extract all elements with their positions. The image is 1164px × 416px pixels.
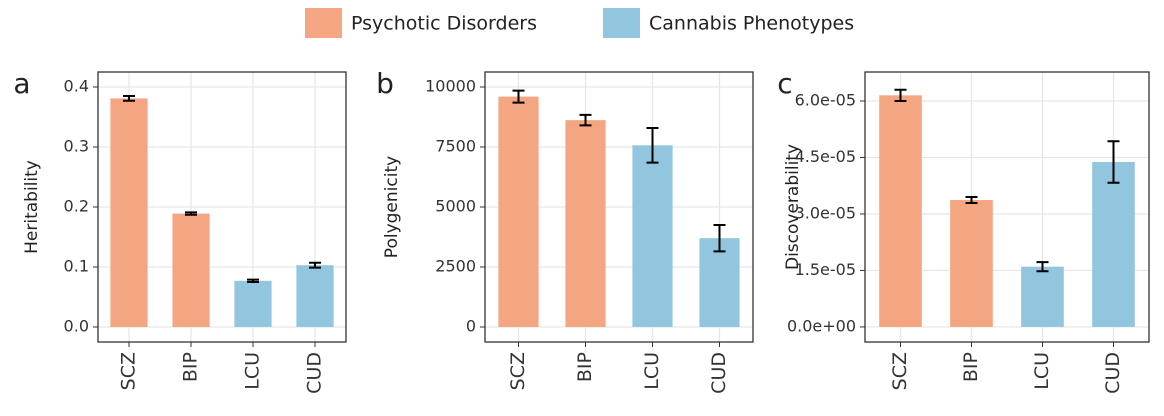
bar bbox=[1021, 266, 1064, 327]
x-tick-label: BIP bbox=[180, 352, 202, 382]
bar bbox=[565, 120, 606, 328]
y-tick-label: 2500 bbox=[435, 257, 476, 276]
y-tick-label: 4.5e-05 bbox=[795, 147, 856, 166]
error-bar bbox=[713, 224, 726, 253]
legend-label: Psychotic Disorders bbox=[351, 13, 537, 35]
x-tick-label: CUD bbox=[1102, 352, 1124, 394]
error-bar bbox=[309, 261, 321, 269]
error-bar bbox=[579, 113, 592, 127]
y-tick-label: 3.0e-05 bbox=[795, 203, 856, 222]
panel-border bbox=[864, 71, 1150, 343]
legend-label: Cannabis Phenotypes bbox=[649, 13, 854, 35]
panel-label: b bbox=[376, 67, 394, 100]
x-tick-label: SCZ bbox=[507, 352, 529, 390]
legend-swatch bbox=[603, 8, 640, 38]
bar bbox=[950, 200, 993, 327]
error-bar bbox=[512, 89, 525, 104]
bar bbox=[632, 145, 673, 327]
y-tick-label: 10000 bbox=[425, 77, 476, 96]
x-tick-label: BIP bbox=[960, 352, 982, 382]
y-tick-label: 0 bbox=[466, 317, 476, 336]
bar bbox=[110, 98, 148, 328]
x-tick-label: CUD bbox=[304, 352, 326, 394]
y-tick-label: 6.0e-05 bbox=[795, 90, 856, 109]
bar bbox=[879, 95, 922, 327]
panel-border bbox=[484, 71, 754, 343]
y-tick-label: 0.1 bbox=[64, 257, 89, 276]
bar bbox=[699, 238, 740, 327]
x-tick-label: BIP bbox=[574, 352, 596, 382]
y-tick-label: 0.2 bbox=[64, 197, 89, 216]
bar bbox=[172, 213, 210, 327]
error-bar bbox=[894, 88, 907, 102]
error-bar bbox=[646, 127, 659, 164]
x-tick-label: LCU bbox=[641, 352, 663, 390]
bar bbox=[498, 96, 539, 327]
error-bar bbox=[185, 211, 197, 216]
x-tick-label: CUD bbox=[708, 352, 730, 394]
error-bar bbox=[1036, 261, 1049, 273]
y-tick-label: 0.0e+00 bbox=[787, 316, 856, 335]
x-tick-label: SCZ bbox=[889, 352, 911, 390]
y-tick-label: 7500 bbox=[435, 137, 476, 156]
bar bbox=[234, 280, 272, 327]
y-axis-label: Polygenicity bbox=[382, 156, 402, 258]
x-tick-label: LCU bbox=[1031, 352, 1053, 390]
panel-label: c bbox=[777, 67, 792, 100]
x-tick-label: SCZ bbox=[118, 352, 140, 390]
y-tick-label: 0.0 bbox=[64, 317, 89, 336]
panel-label: a bbox=[13, 67, 30, 100]
error-bar bbox=[247, 278, 259, 283]
error-bar bbox=[965, 196, 978, 205]
y-tick-label: 0.4 bbox=[64, 77, 89, 96]
bar bbox=[296, 265, 334, 327]
y-tick-label: 0.3 bbox=[64, 137, 89, 156]
y-tick-label: 5000 bbox=[435, 197, 476, 216]
x-tick-label: LCU bbox=[242, 352, 264, 390]
panel-border bbox=[97, 71, 347, 343]
y-axis-label: Heritability bbox=[22, 160, 42, 254]
y-axis-label: Discoverability bbox=[783, 144, 803, 270]
bar bbox=[1092, 162, 1135, 327]
error-bar bbox=[123, 95, 135, 102]
error-bar bbox=[1107, 140, 1120, 184]
legend-swatch bbox=[305, 8, 342, 38]
y-tick-label: 1.5e-05 bbox=[795, 260, 856, 279]
